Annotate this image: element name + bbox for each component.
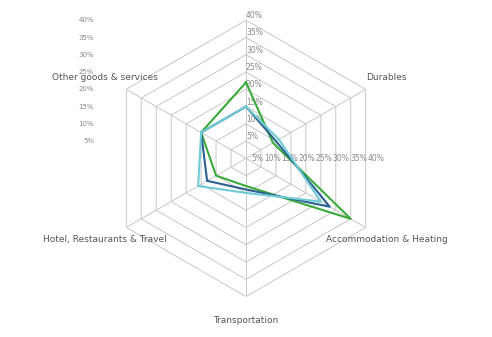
Text: 5%: 5% [83, 138, 94, 144]
Text: 30%: 30% [78, 52, 94, 58]
Text: 40%: 40% [79, 18, 94, 23]
Text: 5%: 5% [251, 154, 263, 163]
Text: 10%: 10% [264, 154, 280, 163]
Text: 20%: 20% [298, 154, 315, 163]
Text: 15%: 15% [79, 104, 94, 110]
Legend: 1975, 2012, 2035: 1975, 2012, 2035 [138, 334, 354, 337]
Text: 25%: 25% [79, 69, 94, 75]
Text: 25%: 25% [315, 154, 333, 163]
Text: 30%: 30% [333, 154, 350, 163]
Text: 35%: 35% [79, 35, 94, 41]
Text: 15%: 15% [281, 154, 298, 163]
Text: 10%: 10% [78, 121, 94, 127]
Text: 40%: 40% [368, 154, 384, 163]
Text: 20%: 20% [79, 86, 94, 92]
Text: 35%: 35% [350, 154, 367, 163]
